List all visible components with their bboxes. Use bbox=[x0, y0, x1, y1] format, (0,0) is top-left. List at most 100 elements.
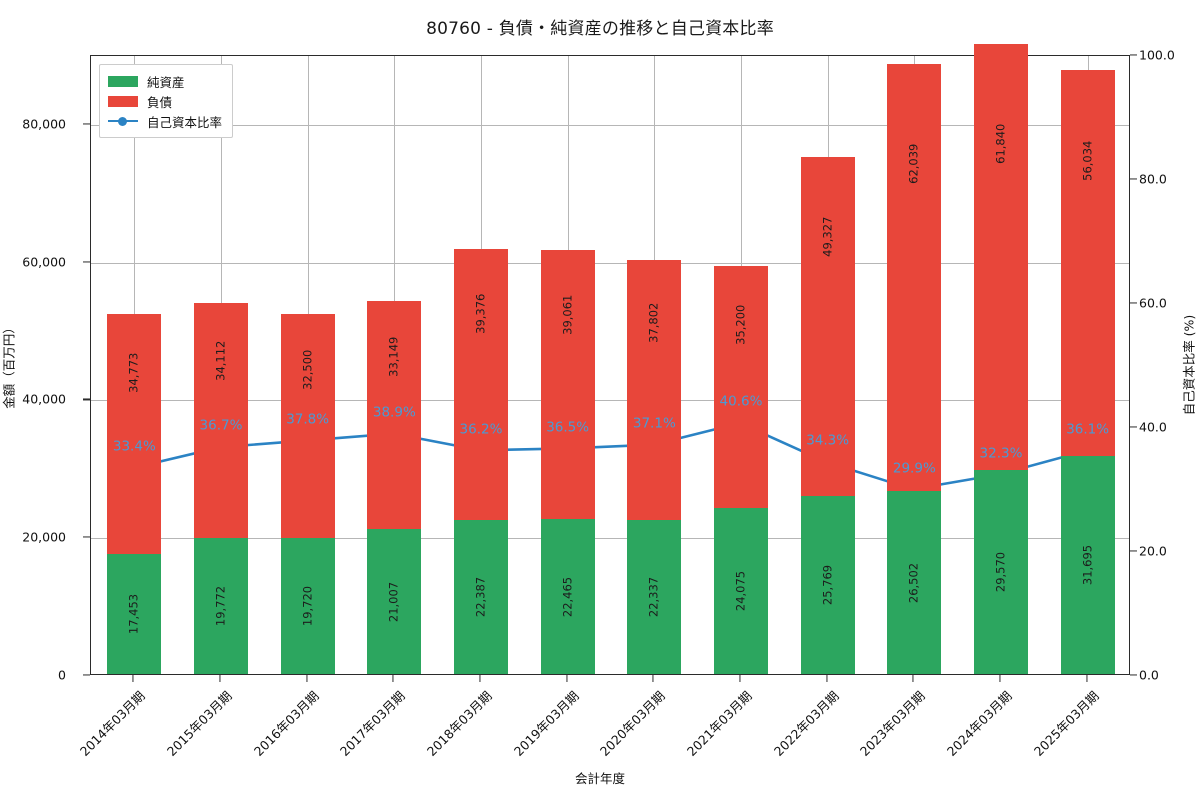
bar-value-label-equity: 21,007 bbox=[386, 581, 401, 622]
bar-segment-equity[interactable]: 31,695 bbox=[1060, 455, 1115, 674]
legend-item-liabilities[interactable]: 負債 bbox=[108, 91, 222, 111]
bar-segment-equity[interactable]: 19,720 bbox=[280, 538, 335, 674]
bar-value-label-equity: 26,502 bbox=[906, 562, 921, 603]
x-axis-tick-label: 2021年03月期 bbox=[683, 688, 755, 759]
x-axis-tickmark bbox=[1086, 675, 1088, 682]
y-axis-tickmark-left bbox=[83, 261, 90, 263]
bar-group[interactable]: 29,570 61,840 bbox=[974, 44, 1028, 674]
bar-segment-equity[interactable]: 22,337 bbox=[627, 520, 682, 674]
legend-label-equity: 純資産 bbox=[147, 74, 185, 90]
x-axis-tickmark bbox=[826, 675, 828, 682]
x-axis-tick-label: 2024年03月期 bbox=[943, 688, 1015, 759]
bar-value-label-liabilities: 39,061 bbox=[559, 294, 574, 336]
y-axis-tick-right: 20.0 bbox=[1139, 543, 1167, 559]
bar-value-label-liabilities: 61,840 bbox=[993, 123, 1008, 164]
bar-segment-liabilities[interactable]: 32,500 bbox=[280, 314, 335, 539]
y-axis-tickmark-right bbox=[1130, 426, 1137, 428]
equity-ratio-value-label: 36.7% bbox=[199, 417, 243, 434]
chart-legend: 純資産 負債 自己資本比率 bbox=[99, 64, 234, 138]
bar-segment-equity[interactable]: 22,387 bbox=[454, 519, 508, 674]
equity-ratio-value-label: 36.2% bbox=[459, 420, 503, 437]
bar-group[interactable]: 24,075 35,200 bbox=[714, 265, 768, 674]
bar-segment-liabilities[interactable]: 37,802 bbox=[627, 259, 682, 521]
x-axis-tickmark bbox=[219, 675, 221, 682]
bar-group[interactable]: 31,695 56,034 bbox=[1060, 69, 1115, 674]
y-axis-tickmark-right bbox=[1130, 674, 1137, 676]
x-axis-tickmark bbox=[479, 675, 481, 682]
bar-segment-equity[interactable]: 17,453 bbox=[107, 553, 162, 674]
bar-group[interactable]: 26,502 62,039 bbox=[887, 64, 942, 674]
legend-item-equity[interactable]: 純資産 bbox=[108, 71, 222, 91]
x-axis-tick-label: 2023年03月期 bbox=[857, 688, 929, 759]
bar-segment-equity[interactable]: 22,465 bbox=[540, 519, 595, 674]
x-axis-tickmark bbox=[306, 675, 308, 682]
y-axis-tickmark-right bbox=[1130, 54, 1137, 56]
bar-segment-liabilities[interactable]: 34,773 bbox=[107, 314, 162, 554]
equity-ratio-value-label: 36.5% bbox=[546, 418, 590, 435]
bar-group[interactable]: 22,337 37,802 bbox=[627, 259, 682, 674]
bar-segment-equity[interactable]: 26,502 bbox=[887, 491, 942, 674]
bar-segment-liabilities[interactable]: 34,112 bbox=[194, 302, 248, 538]
x-axis-tick-label: 2025年03月期 bbox=[1030, 688, 1102, 759]
bar-value-label-liabilities: 49,327 bbox=[819, 217, 834, 258]
bar-segment-equity[interactable]: 21,007 bbox=[367, 529, 422, 674]
bar-segment-liabilities[interactable]: 33,149 bbox=[367, 300, 422, 530]
plot-area: 17,453 34,773 19,772 34,112 19,720 32,500 21,0… bbox=[90, 44, 1130, 675]
bar-group[interactable]: 22,387 39,376 bbox=[454, 248, 508, 674]
y-axis-tick-right: 0.0 bbox=[1139, 667, 1159, 683]
bar-segment-liabilities[interactable]: 56,034 bbox=[1060, 69, 1115, 456]
equity-ratio-value-label: 37.1% bbox=[632, 415, 676, 432]
gridline-horizontal bbox=[91, 262, 1129, 264]
x-axis-tick-label: 2014年03月期 bbox=[77, 688, 149, 759]
legend-item-equity-ratio[interactable]: 自己資本比率 bbox=[108, 111, 222, 131]
y-axis-tick-right: 40.0 bbox=[1139, 419, 1167, 435]
equity-ratio-line bbox=[132, 421, 1088, 491]
bar-value-label-liabilities: 32,500 bbox=[299, 349, 314, 390]
bar-segment-liabilities[interactable]: 39,376 bbox=[454, 248, 508, 520]
bar-segment-equity[interactable]: 24,075 bbox=[714, 508, 768, 674]
bar-group[interactable]: 17,453 34,773 bbox=[107, 314, 162, 674]
y-axis-tick-left: 80,000 bbox=[22, 116, 66, 132]
x-axis-tick-label: 2018年03月期 bbox=[423, 688, 495, 759]
bar-segment-liabilities[interactable]: 61,840 bbox=[974, 44, 1028, 471]
bar-value-label-equity: 22,465 bbox=[559, 576, 574, 617]
bar-group[interactable]: 19,720 32,500 bbox=[280, 314, 335, 674]
equity-ratio-value-label: 38.9% bbox=[372, 404, 416, 421]
bar-value-label-liabilities: 37,802 bbox=[646, 302, 661, 343]
y-axis-tick-right: 100.0 bbox=[1139, 47, 1175, 63]
bar-segment-liabilities[interactable]: 62,039 bbox=[887, 64, 942, 492]
bar-value-label-equity: 19,720 bbox=[299, 585, 314, 627]
equity-ratio-value-label: 40.6% bbox=[719, 393, 763, 410]
x-axis-tickmark bbox=[566, 675, 568, 682]
bar-group[interactable]: 19,772 34,112 bbox=[194, 302, 248, 674]
bar-segment-liabilities[interactable]: 39,061 bbox=[540, 250, 595, 520]
bar-value-label-equity: 24,075 bbox=[733, 570, 748, 612]
bar-segment-equity[interactable]: 25,769 bbox=[800, 496, 855, 674]
bar-value-label-liabilities: 34,773 bbox=[126, 352, 141, 393]
bar-segment-liabilities[interactable]: 49,327 bbox=[800, 156, 855, 497]
y-axis-tickmark-left bbox=[83, 123, 90, 125]
y-axis-tickmark-right bbox=[1130, 178, 1137, 180]
bar-segment-liabilities[interactable]: 35,200 bbox=[714, 265, 768, 509]
bar-value-label-equity: 25,769 bbox=[819, 565, 834, 606]
y-axis-tickmark-left bbox=[83, 398, 90, 400]
bar-group[interactable]: 25,769 49,327 bbox=[800, 156, 855, 674]
x-axis-tick-label: 2017年03月期 bbox=[337, 688, 409, 759]
gridline-horizontal bbox=[91, 538, 1129, 540]
equity-ratio-value-label: 33.4% bbox=[112, 438, 156, 455]
x-axis-tickmark bbox=[999, 675, 1001, 682]
x-axis-tickmark bbox=[652, 675, 654, 682]
x-axis-tick-label: 2019年03月期 bbox=[510, 688, 582, 759]
gridline-horizontal bbox=[91, 124, 1129, 126]
y-axis-tick-left: 40,000 bbox=[22, 391, 66, 407]
y-axis-tick-left: 20,000 bbox=[22, 529, 66, 545]
bar-segment-equity[interactable]: 19,772 bbox=[194, 537, 248, 674]
bar-value-label-equity: 17,453 bbox=[126, 593, 141, 635]
y-axis-tick-right: 60.0 bbox=[1139, 295, 1167, 311]
bar-group[interactable]: 22,465 39,061 bbox=[540, 250, 595, 674]
y-axis-tick-left: 60,000 bbox=[22, 254, 66, 270]
bar-segment-equity[interactable]: 29,570 bbox=[974, 470, 1028, 674]
chart-title: 80760 - 負債・純資産の推移と自己資本比率 bbox=[426, 19, 774, 39]
bar-group[interactable]: 21,007 33,149 bbox=[367, 300, 422, 674]
